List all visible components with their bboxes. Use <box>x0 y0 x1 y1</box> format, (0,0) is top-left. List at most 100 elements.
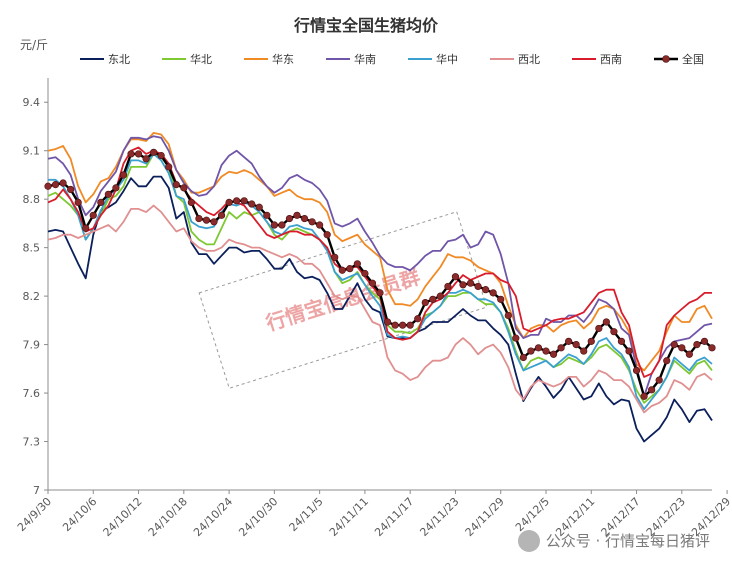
footer-text: 公众号 · 行情宝每日猪评 <box>545 531 710 550</box>
legend-marker-全国 <box>662 55 670 63</box>
x-tick-label: 24/9/30 <box>15 495 54 534</box>
data-point-全国 <box>482 286 490 294</box>
data-point-全国 <box>383 318 392 326</box>
data-point-全国 <box>285 214 294 223</box>
data-point-全国 <box>165 163 173 171</box>
data-point-全国 <box>82 224 90 232</box>
x-tick-label: 24/10/6 <box>60 495 99 534</box>
data-point-全国 <box>700 337 709 345</box>
y-tick-label: 7 <box>33 484 40 497</box>
data-point-全国 <box>255 203 263 211</box>
data-point-全国 <box>512 334 520 342</box>
data-point-全国 <box>240 197 248 205</box>
data-point-全国 <box>648 386 656 394</box>
data-point-全国 <box>489 289 497 297</box>
data-point-全国 <box>368 279 377 287</box>
legend-label-西北: 西北 <box>518 53 540 66</box>
data-point-全国 <box>300 214 309 223</box>
data-point-全国 <box>44 182 52 190</box>
x-tick-label: 24/11/5 <box>287 495 326 534</box>
series-line-华中 <box>48 152 713 411</box>
data-point-全国 <box>104 190 112 198</box>
wechat-icon <box>517 530 540 552</box>
data-point-全国 <box>421 298 429 307</box>
x-tick-label: 24/10/24 <box>191 495 235 539</box>
data-point-全国 <box>263 211 271 219</box>
data-point-全国 <box>549 350 558 358</box>
data-point-全国 <box>127 150 135 158</box>
data-point-全国 <box>617 337 626 345</box>
data-point-全国 <box>172 181 180 189</box>
x-tick-label: 24/11/17 <box>372 495 416 539</box>
legend-label-华中: 华中 <box>436 52 458 66</box>
data-point-全国 <box>557 344 565 352</box>
data-point-全国 <box>225 198 233 207</box>
data-point-全国 <box>474 282 482 291</box>
y-tick-label: 8.5 <box>23 242 41 255</box>
data-point-全国 <box>308 218 316 226</box>
data-point-全国 <box>527 347 535 355</box>
series-line-西南 <box>47 146 712 378</box>
data-point-全国 <box>180 184 188 192</box>
data-point-全国 <box>429 295 437 303</box>
data-point-全国 <box>451 273 460 281</box>
y-tick-label: 7.3 <box>23 436 41 449</box>
data-point-全国 <box>361 269 369 278</box>
data-point-全国 <box>376 289 384 297</box>
data-point-全国 <box>331 253 339 261</box>
legend-label-全国: 全国 <box>682 52 704 66</box>
x-tick-label: 24/12/5 <box>513 495 552 534</box>
data-point-全国 <box>293 211 301 219</box>
legend-label-华东: 华东 <box>272 52 294 66</box>
data-point-全国 <box>217 211 226 219</box>
data-point-全国 <box>670 340 678 349</box>
data-point-全国 <box>338 266 346 274</box>
data-point-全国 <box>134 150 143 158</box>
series-line-西北 <box>47 204 713 414</box>
data-point-全国 <box>602 318 610 326</box>
data-point-全国 <box>625 347 633 355</box>
x-tick-label: 24/10/12 <box>101 495 145 539</box>
y-tick-label: 9.4 <box>23 96 41 109</box>
data-point-全国 <box>119 171 128 179</box>
data-point-全国 <box>504 311 512 320</box>
data-point-全国 <box>444 282 452 291</box>
x-tick-label: 24/11/23 <box>417 495 461 539</box>
data-point-全国 <box>678 344 686 352</box>
data-point-全国 <box>150 148 158 156</box>
data-point-全国 <box>202 216 211 224</box>
legend: 东北 华北 华东 华南 华中 西北 西南 全国 <box>80 52 704 66</box>
data-point-全国 <box>67 185 75 194</box>
data-point-全国 <box>399 321 407 329</box>
data-point-全国 <box>693 340 701 349</box>
data-point-全国 <box>210 218 218 226</box>
data-point-全国 <box>406 321 414 329</box>
y-tick-label: 9.1 <box>23 145 41 158</box>
data-point-全国 <box>459 281 467 289</box>
legend-label-西南: 西南 <box>600 53 622 66</box>
data-point-全国 <box>278 221 286 229</box>
data-point-全国 <box>142 155 150 163</box>
data-point-全国 <box>534 344 543 352</box>
data-point-全国 <box>89 211 97 219</box>
data-point-全国 <box>565 337 573 345</box>
data-point-全国 <box>51 181 60 189</box>
data-point-全国 <box>708 344 716 352</box>
data-point-全国 <box>74 198 82 207</box>
x-tick-label: 24/10/18 <box>146 495 190 539</box>
series-line-华南 <box>47 135 713 398</box>
series-group <box>44 131 716 443</box>
footer-attribution: 公众号 · 行情宝每日猪评 <box>517 530 710 552</box>
series-line-东北 <box>47 175 713 443</box>
data-point-全国 <box>195 214 203 223</box>
y-tick-label: 8.8 <box>23 193 41 206</box>
data-point-全国 <box>157 151 165 160</box>
legend-label-华北: 华北 <box>190 52 212 66</box>
data-point-全国 <box>640 392 648 400</box>
data-point-全国 <box>587 337 595 345</box>
data-point-全国 <box>112 184 120 192</box>
legend-label-东北: 东北 <box>108 53 130 66</box>
data-point-全国 <box>59 179 67 187</box>
data-point-全国 <box>187 198 195 207</box>
